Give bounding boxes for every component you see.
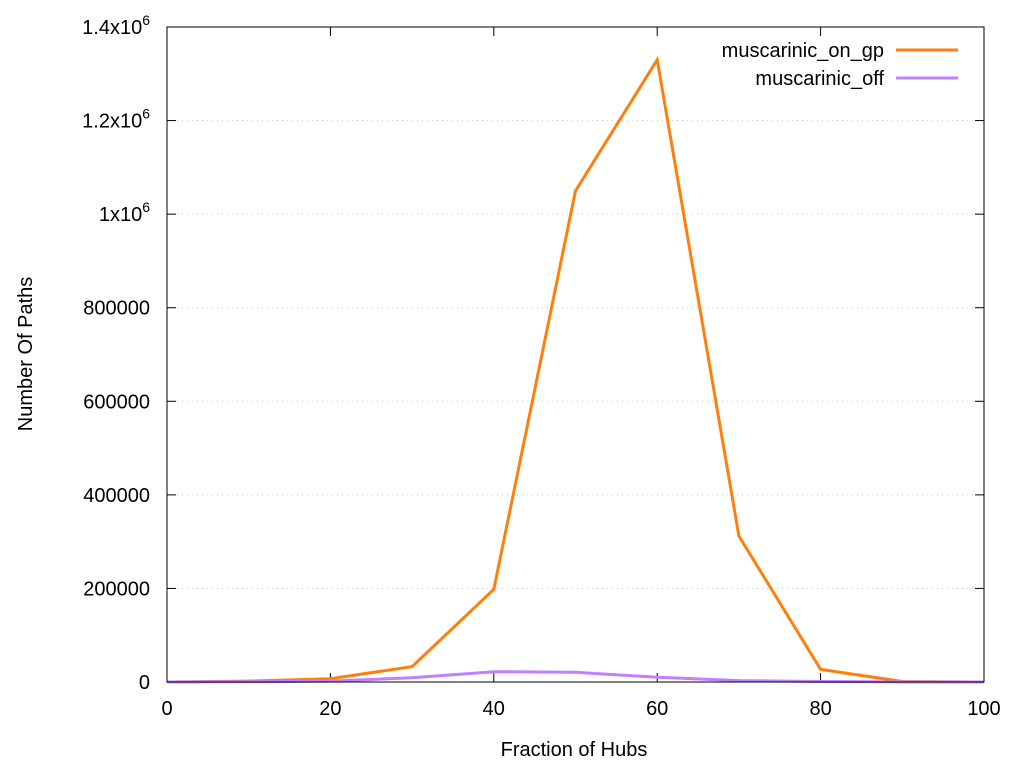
y-tick-label: 600000 [83,391,150,413]
y-tick-label-exponent: 6 [142,12,150,28]
y-tick-label: 1.2x106 [82,106,150,133]
y-tick-label-exponent: 6 [142,199,150,215]
y-tick-label: 1x106 [99,199,150,226]
x-tick-label: 20 [319,698,341,720]
y-tick-label: 200000 [83,578,150,600]
x-tick-labels: 0 20 40 60 80 100 [161,698,1000,720]
y-tick-label-base: 1x10 [99,204,142,226]
x-tick-label: 60 [646,698,668,720]
y-tick-label: 400000 [83,485,150,507]
y-tick-label-exponent: 6 [142,106,150,122]
legend: muscarinic_on_gp muscarinic_off [722,40,958,90]
y-tick-label: 0 [139,672,150,694]
plot-frame [166,26,985,683]
y-tick-label: 800000 [83,298,150,320]
grid-lines [167,120,984,589]
y-tick-labels: 02000004000006000008000001x1061.2x1061.4… [82,12,150,694]
x-axis-title: Fraction of Hubs [501,739,648,761]
legend-label: muscarinic_off [755,68,884,90]
series-line-muscarinic-on-gp [166,55,985,684]
y-tick-label: 1.4x106 [82,12,150,39]
y-tick-label-base: 1.2x10 [82,111,142,133]
axis-ticks [166,26,985,683]
x-tick-label: 80 [809,698,831,720]
y-axis-title: Number Of Paths [15,277,37,432]
x-tick-label: 0 [161,698,172,720]
legend-label: muscarinic_on_gp [722,40,884,62]
x-tick-label: 40 [483,698,505,720]
x-tick-label: 100 [967,698,1000,720]
series-lines [166,55,985,684]
y-tick-label-base: 1.4x10 [82,17,142,39]
